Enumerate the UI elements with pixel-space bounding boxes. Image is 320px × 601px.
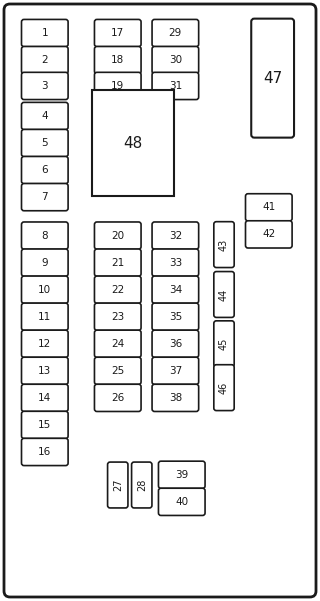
- Text: 31: 31: [169, 81, 182, 91]
- Text: 25: 25: [111, 366, 124, 376]
- Text: 23: 23: [111, 312, 124, 322]
- Text: 16: 16: [38, 447, 52, 457]
- Text: 43: 43: [219, 239, 229, 251]
- Text: 15: 15: [38, 420, 52, 430]
- Text: 9: 9: [42, 258, 48, 267]
- FancyBboxPatch shape: [94, 384, 141, 412]
- FancyBboxPatch shape: [21, 72, 68, 100]
- Text: 5: 5: [42, 138, 48, 148]
- FancyBboxPatch shape: [21, 276, 68, 304]
- Text: 34: 34: [169, 285, 182, 294]
- FancyBboxPatch shape: [94, 303, 141, 331]
- Text: 28: 28: [137, 479, 147, 491]
- Text: 41: 41: [262, 203, 276, 212]
- FancyBboxPatch shape: [21, 330, 68, 358]
- FancyBboxPatch shape: [214, 272, 234, 317]
- FancyBboxPatch shape: [21, 46, 68, 74]
- Text: 29: 29: [169, 28, 182, 38]
- FancyBboxPatch shape: [245, 194, 292, 221]
- FancyBboxPatch shape: [94, 276, 141, 304]
- Text: 40: 40: [175, 497, 188, 507]
- Text: 48: 48: [123, 136, 142, 150]
- FancyBboxPatch shape: [94, 222, 141, 249]
- Text: 35: 35: [169, 312, 182, 322]
- Text: 3: 3: [42, 81, 48, 91]
- FancyBboxPatch shape: [92, 90, 173, 196]
- Text: 4: 4: [42, 111, 48, 121]
- Text: 38: 38: [169, 393, 182, 403]
- Text: 6: 6: [42, 165, 48, 175]
- Text: 1: 1: [42, 28, 48, 38]
- FancyBboxPatch shape: [21, 19, 68, 47]
- FancyBboxPatch shape: [21, 438, 68, 466]
- Text: 42: 42: [262, 230, 276, 239]
- Text: 14: 14: [38, 393, 52, 403]
- FancyBboxPatch shape: [21, 249, 68, 276]
- FancyBboxPatch shape: [21, 102, 68, 130]
- FancyBboxPatch shape: [21, 384, 68, 412]
- Text: 32: 32: [169, 231, 182, 240]
- Text: 2: 2: [42, 55, 48, 65]
- Text: 37: 37: [169, 366, 182, 376]
- FancyBboxPatch shape: [21, 129, 68, 157]
- FancyBboxPatch shape: [152, 357, 199, 385]
- Text: 13: 13: [38, 366, 52, 376]
- Text: 27: 27: [113, 479, 123, 491]
- FancyBboxPatch shape: [214, 321, 234, 367]
- Text: 11: 11: [38, 312, 52, 322]
- FancyBboxPatch shape: [152, 384, 199, 412]
- Text: 45: 45: [219, 338, 229, 350]
- FancyBboxPatch shape: [21, 183, 68, 211]
- FancyBboxPatch shape: [152, 303, 199, 331]
- FancyBboxPatch shape: [94, 19, 141, 47]
- FancyBboxPatch shape: [214, 222, 234, 267]
- Text: 39: 39: [175, 470, 188, 480]
- FancyBboxPatch shape: [21, 222, 68, 249]
- Text: 20: 20: [111, 231, 124, 240]
- Text: 36: 36: [169, 339, 182, 349]
- FancyBboxPatch shape: [21, 303, 68, 331]
- FancyBboxPatch shape: [21, 411, 68, 439]
- FancyBboxPatch shape: [94, 357, 141, 385]
- FancyBboxPatch shape: [251, 19, 294, 138]
- FancyBboxPatch shape: [152, 249, 199, 276]
- FancyBboxPatch shape: [152, 19, 199, 47]
- FancyBboxPatch shape: [152, 222, 199, 249]
- Text: 44: 44: [219, 288, 229, 300]
- FancyBboxPatch shape: [94, 72, 141, 100]
- Text: 46: 46: [219, 382, 229, 394]
- Text: 30: 30: [169, 55, 182, 65]
- Text: 33: 33: [169, 258, 182, 267]
- FancyBboxPatch shape: [245, 221, 292, 248]
- FancyBboxPatch shape: [4, 4, 316, 597]
- Text: 12: 12: [38, 339, 52, 349]
- FancyBboxPatch shape: [152, 46, 199, 74]
- FancyBboxPatch shape: [94, 249, 141, 276]
- FancyBboxPatch shape: [132, 462, 152, 508]
- Text: 19: 19: [111, 81, 124, 91]
- Text: 47: 47: [263, 71, 282, 85]
- Text: 7: 7: [42, 192, 48, 202]
- FancyBboxPatch shape: [94, 330, 141, 358]
- Text: 18: 18: [111, 55, 124, 65]
- FancyBboxPatch shape: [21, 156, 68, 184]
- FancyBboxPatch shape: [152, 330, 199, 358]
- Text: 22: 22: [111, 285, 124, 294]
- FancyBboxPatch shape: [152, 276, 199, 304]
- FancyBboxPatch shape: [158, 488, 205, 516]
- Text: 17: 17: [111, 28, 124, 38]
- FancyBboxPatch shape: [214, 365, 234, 410]
- FancyBboxPatch shape: [94, 46, 141, 74]
- FancyBboxPatch shape: [21, 357, 68, 385]
- Text: 21: 21: [111, 258, 124, 267]
- Text: 10: 10: [38, 285, 52, 294]
- FancyBboxPatch shape: [152, 72, 199, 100]
- FancyBboxPatch shape: [158, 461, 205, 489]
- Text: 26: 26: [111, 393, 124, 403]
- Text: 8: 8: [42, 231, 48, 240]
- Text: 24: 24: [111, 339, 124, 349]
- FancyBboxPatch shape: [108, 462, 128, 508]
